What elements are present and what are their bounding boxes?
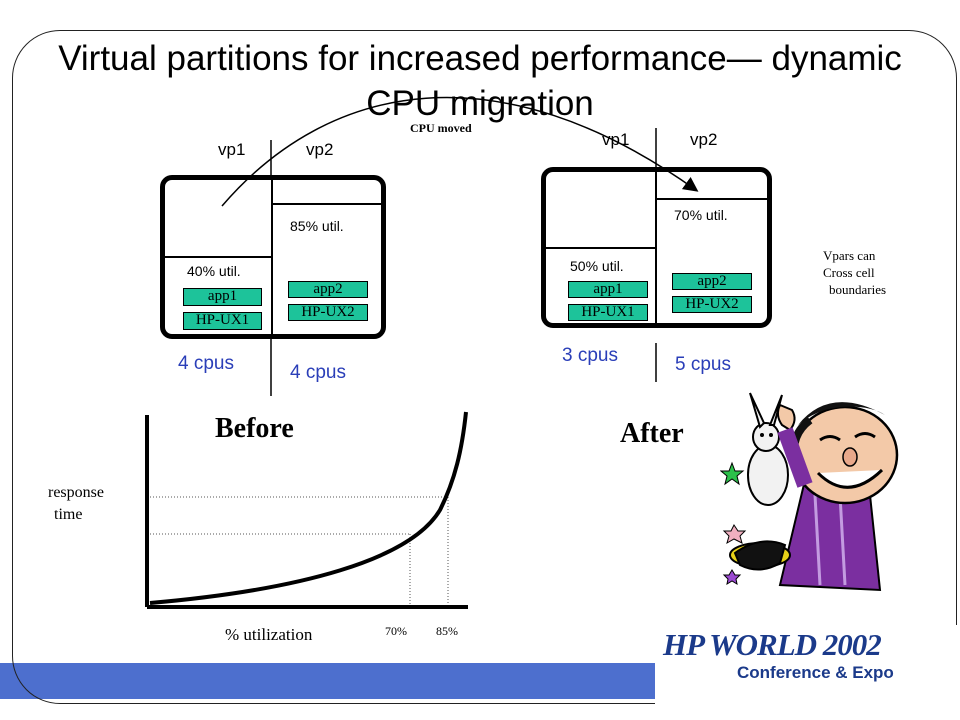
before-partition-box — [160, 175, 386, 339]
before-vp1-top-line — [163, 256, 271, 258]
vpars-note-line-2: Cross cell — [823, 265, 875, 280]
after-heading: After — [620, 418, 684, 449]
vpars-note-line-3: boundaries — [829, 282, 887, 297]
slide-frame — [12, 30, 957, 704]
after-vp1-cpus: 3 cpus — [562, 345, 618, 366]
logo-wordmark: HP WORLD 2002 — [663, 627, 882, 662]
before-vp2-label: vp2 — [306, 140, 334, 159]
before-vp2-util: 85% util. — [290, 218, 344, 234]
response-label-line-1: response — [48, 484, 104, 501]
logo-background — [655, 625, 960, 720]
magician-rabbit-illustration — [720, 392, 899, 592]
after-vp2-label: vp2 — [690, 130, 718, 149]
after-partition-box — [541, 167, 772, 328]
utilization-axis-label: % utilization — [225, 625, 313, 644]
before-vp2-top-line — [273, 203, 383, 205]
marker-85-label: 85% — [436, 624, 458, 638]
after-vp2-cpus: 5 cpus — [675, 354, 731, 375]
response-label-line-2: time — [54, 506, 83, 523]
after-vp1-top-line — [544, 247, 655, 249]
logo-subtitle: Conference & Expo — [737, 663, 894, 682]
hp-world-logo: HP WORLD 2002 Conference & Expo — [663, 628, 913, 684]
before-hpux2-tag: HP-UX2 — [288, 304, 368, 321]
before-hpux1-tag: HP-UX1 — [183, 312, 262, 330]
response-curve — [149, 411, 468, 605]
after-app2-tag: app2 — [672, 273, 752, 290]
after-box-divider — [655, 170, 657, 325]
before-app2-tag: app2 — [288, 281, 368, 298]
before-vp1-cpus: 4 cpus — [178, 353, 234, 374]
after-hpux2-tag: HP-UX2 — [672, 296, 752, 313]
after-hpux1-tag: HP-UX1 — [568, 304, 648, 321]
marker-70-label: 70% — [385, 624, 407, 638]
before-vp1-util: 40% util. — [187, 263, 241, 279]
before-vp1-label: vp1 — [218, 140, 246, 159]
after-app1-tag: app1 — [568, 281, 648, 298]
response-time-label: response time — [48, 482, 104, 526]
before-app1-tag: app1 — [183, 288, 262, 306]
after-vp1-util: 50% util. — [570, 258, 624, 274]
before-vp2-cpus: 4 cpus — [290, 362, 346, 383]
after-vp2-top-line — [657, 198, 769, 200]
vpars-note-line-1: Vpars can — [823, 248, 876, 263]
after-vp1-label: vp1 — [602, 130, 630, 149]
cpu-moved-label: CPU moved — [410, 121, 472, 135]
cpu-migration-arrow — [221, 96, 699, 207]
before-heading: Before — [215, 413, 294, 444]
slide-title: Virtual partitions for increased perform… — [58, 39, 902, 123]
before-box-divider — [271, 178, 273, 336]
vpars-note: Vpars can Cross cell boundaries — [823, 247, 886, 298]
after-vp2-util: 70% util. — [674, 207, 728, 223]
